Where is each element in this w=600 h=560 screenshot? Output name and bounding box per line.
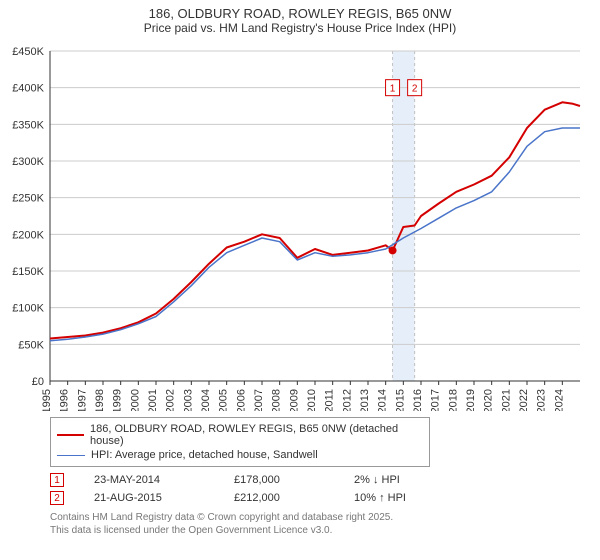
svg-text:2020: 2020 (483, 389, 495, 411)
svg-text:1995: 1995 (41, 389, 53, 411)
legend-label: 186, OLDBURY ROAD, ROWLEY REGIS, B65 0NW… (90, 423, 423, 447)
svg-text:2015: 2015 (394, 389, 406, 411)
svg-text:1998: 1998 (94, 389, 106, 411)
svg-text:2023: 2023 (536, 389, 548, 411)
svg-text:£250K: £250K (12, 193, 44, 205)
legend-swatch (57, 434, 84, 436)
marker-delta: 10% ↑ HPI (354, 492, 406, 504)
attribution: Contains HM Land Registry data © Crown c… (50, 511, 600, 537)
marker-date: 23-MAY-2014 (94, 474, 204, 486)
svg-text:£0: £0 (32, 376, 44, 388)
svg-text:2010: 2010 (306, 389, 318, 411)
svg-text:£400K: £400K (12, 83, 44, 95)
svg-text:1999: 1999 (112, 389, 124, 411)
marker-delta: 2% ↓ HPI (354, 474, 400, 486)
svg-text:2001: 2001 (147, 389, 159, 411)
svg-text:2018: 2018 (447, 389, 459, 411)
marker-row: 1 23-MAY-2014 £178,000 2% ↓ HPI (50, 471, 600, 489)
marker-badge: 2 (50, 491, 64, 505)
marker-row: 2 21-AUG-2015 £212,000 10% ↑ HPI (50, 489, 600, 507)
legend-item: HPI: Average price, detached house, Sand… (57, 448, 423, 462)
svg-text:£150K: £150K (12, 266, 44, 278)
marker-date: 21-AUG-2015 (94, 492, 204, 504)
svg-text:2022: 2022 (518, 389, 530, 411)
svg-text:£450K: £450K (12, 46, 44, 58)
legend-label: HPI: Average price, detached house, Sand… (91, 449, 318, 461)
svg-text:1: 1 (390, 84, 396, 95)
svg-text:£100K: £100K (12, 303, 44, 315)
svg-text:£350K: £350K (12, 119, 44, 131)
svg-text:£50K: £50K (18, 339, 44, 351)
svg-text:2013: 2013 (359, 389, 371, 411)
svg-text:2007: 2007 (253, 389, 265, 411)
svg-text:2008: 2008 (271, 389, 283, 411)
chart-title-line1: 186, OLDBURY ROAD, ROWLEY REGIS, B65 0NW (0, 6, 600, 21)
svg-text:£200K: £200K (12, 229, 44, 241)
marker-table: 1 23-MAY-2014 £178,000 2% ↓ HPI 2 21-AUG… (50, 471, 600, 507)
svg-text:2000: 2000 (129, 389, 141, 411)
marker-price: £178,000 (234, 474, 324, 486)
svg-text:1997: 1997 (76, 389, 88, 411)
svg-text:2003: 2003 (182, 389, 194, 411)
legend: 186, OLDBURY ROAD, ROWLEY REGIS, B65 0NW… (50, 417, 430, 467)
marker-badge: 1 (50, 473, 64, 487)
svg-text:2006: 2006 (235, 389, 247, 411)
chart-title-line2: Price paid vs. HM Land Registry's House … (0, 21, 600, 35)
svg-text:2019: 2019 (465, 389, 477, 411)
svg-text:2012: 2012 (341, 389, 353, 411)
svg-text:2004: 2004 (200, 389, 212, 411)
legend-item: 186, OLDBURY ROAD, ROWLEY REGIS, B65 0NW… (57, 422, 423, 448)
price-line-chart: £0 £50K £100K £150K £200K £250K £300K £350K £400… (0, 41, 590, 411)
svg-text:£300K: £300K (12, 156, 44, 168)
svg-text:2: 2 (412, 84, 418, 95)
svg-text:2016: 2016 (412, 389, 424, 411)
svg-text:2009: 2009 (288, 389, 300, 411)
attribution-line2: This data is licensed under the Open Gov… (50, 524, 600, 537)
svg-text:2017: 2017 (430, 389, 442, 411)
svg-text:2005: 2005 (218, 389, 230, 411)
svg-text:2014: 2014 (377, 389, 389, 411)
legend-swatch (57, 455, 85, 456)
svg-text:2021: 2021 (500, 389, 512, 411)
chart-container: £0 £50K £100K £150K £200K £250K £300K £350K £400… (0, 41, 600, 411)
svg-text:2024: 2024 (553, 389, 565, 411)
svg-text:2011: 2011 (324, 389, 336, 411)
svg-text:1996: 1996 (59, 389, 71, 411)
chart-title-block: 186, OLDBURY ROAD, ROWLEY REGIS, B65 0NW… (0, 0, 600, 35)
attribution-line1: Contains HM Land Registry data © Crown c… (50, 511, 600, 524)
svg-text:2002: 2002 (165, 389, 177, 411)
marker-price: £212,000 (234, 492, 324, 504)
